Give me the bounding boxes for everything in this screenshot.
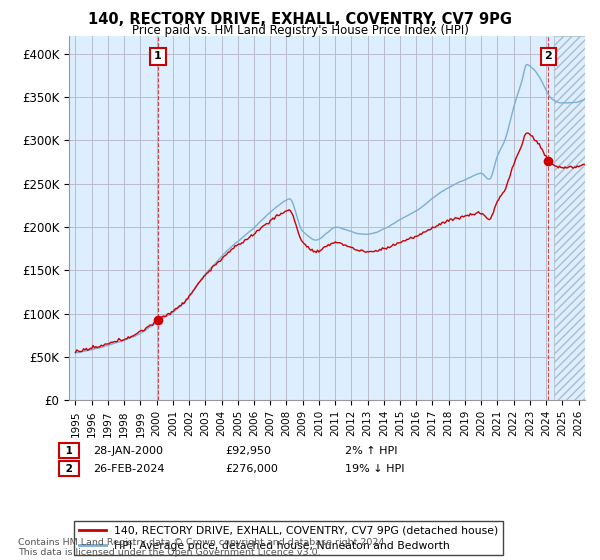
Bar bbox=[554, 36, 593, 400]
Text: 140, RECTORY DRIVE, EXHALL, COVENTRY, CV7 9PG: 140, RECTORY DRIVE, EXHALL, COVENTRY, CV… bbox=[88, 12, 512, 27]
Text: £276,000: £276,000 bbox=[225, 464, 278, 474]
Text: Price paid vs. HM Land Registry's House Price Index (HPI): Price paid vs. HM Land Registry's House … bbox=[131, 24, 469, 36]
Text: 19% ↓ HPI: 19% ↓ HPI bbox=[345, 464, 404, 474]
Bar bbox=[554, 36, 593, 400]
Text: 2: 2 bbox=[62, 464, 76, 474]
Text: 1: 1 bbox=[154, 52, 162, 62]
Text: 28-JAN-2000: 28-JAN-2000 bbox=[93, 446, 163, 456]
Text: £92,950: £92,950 bbox=[225, 446, 271, 456]
Text: 26-FEB-2024: 26-FEB-2024 bbox=[93, 464, 164, 474]
Text: 2: 2 bbox=[545, 52, 553, 62]
Legend: 140, RECTORY DRIVE, EXHALL, COVENTRY, CV7 9PG (detached house), HPI: Average pri: 140, RECTORY DRIVE, EXHALL, COVENTRY, CV… bbox=[74, 521, 503, 555]
Text: 2% ↑ HPI: 2% ↑ HPI bbox=[345, 446, 398, 456]
Text: 1: 1 bbox=[62, 446, 76, 456]
Text: Contains HM Land Registry data © Crown copyright and database right 2024.
This d: Contains HM Land Registry data © Crown c… bbox=[18, 538, 388, 557]
